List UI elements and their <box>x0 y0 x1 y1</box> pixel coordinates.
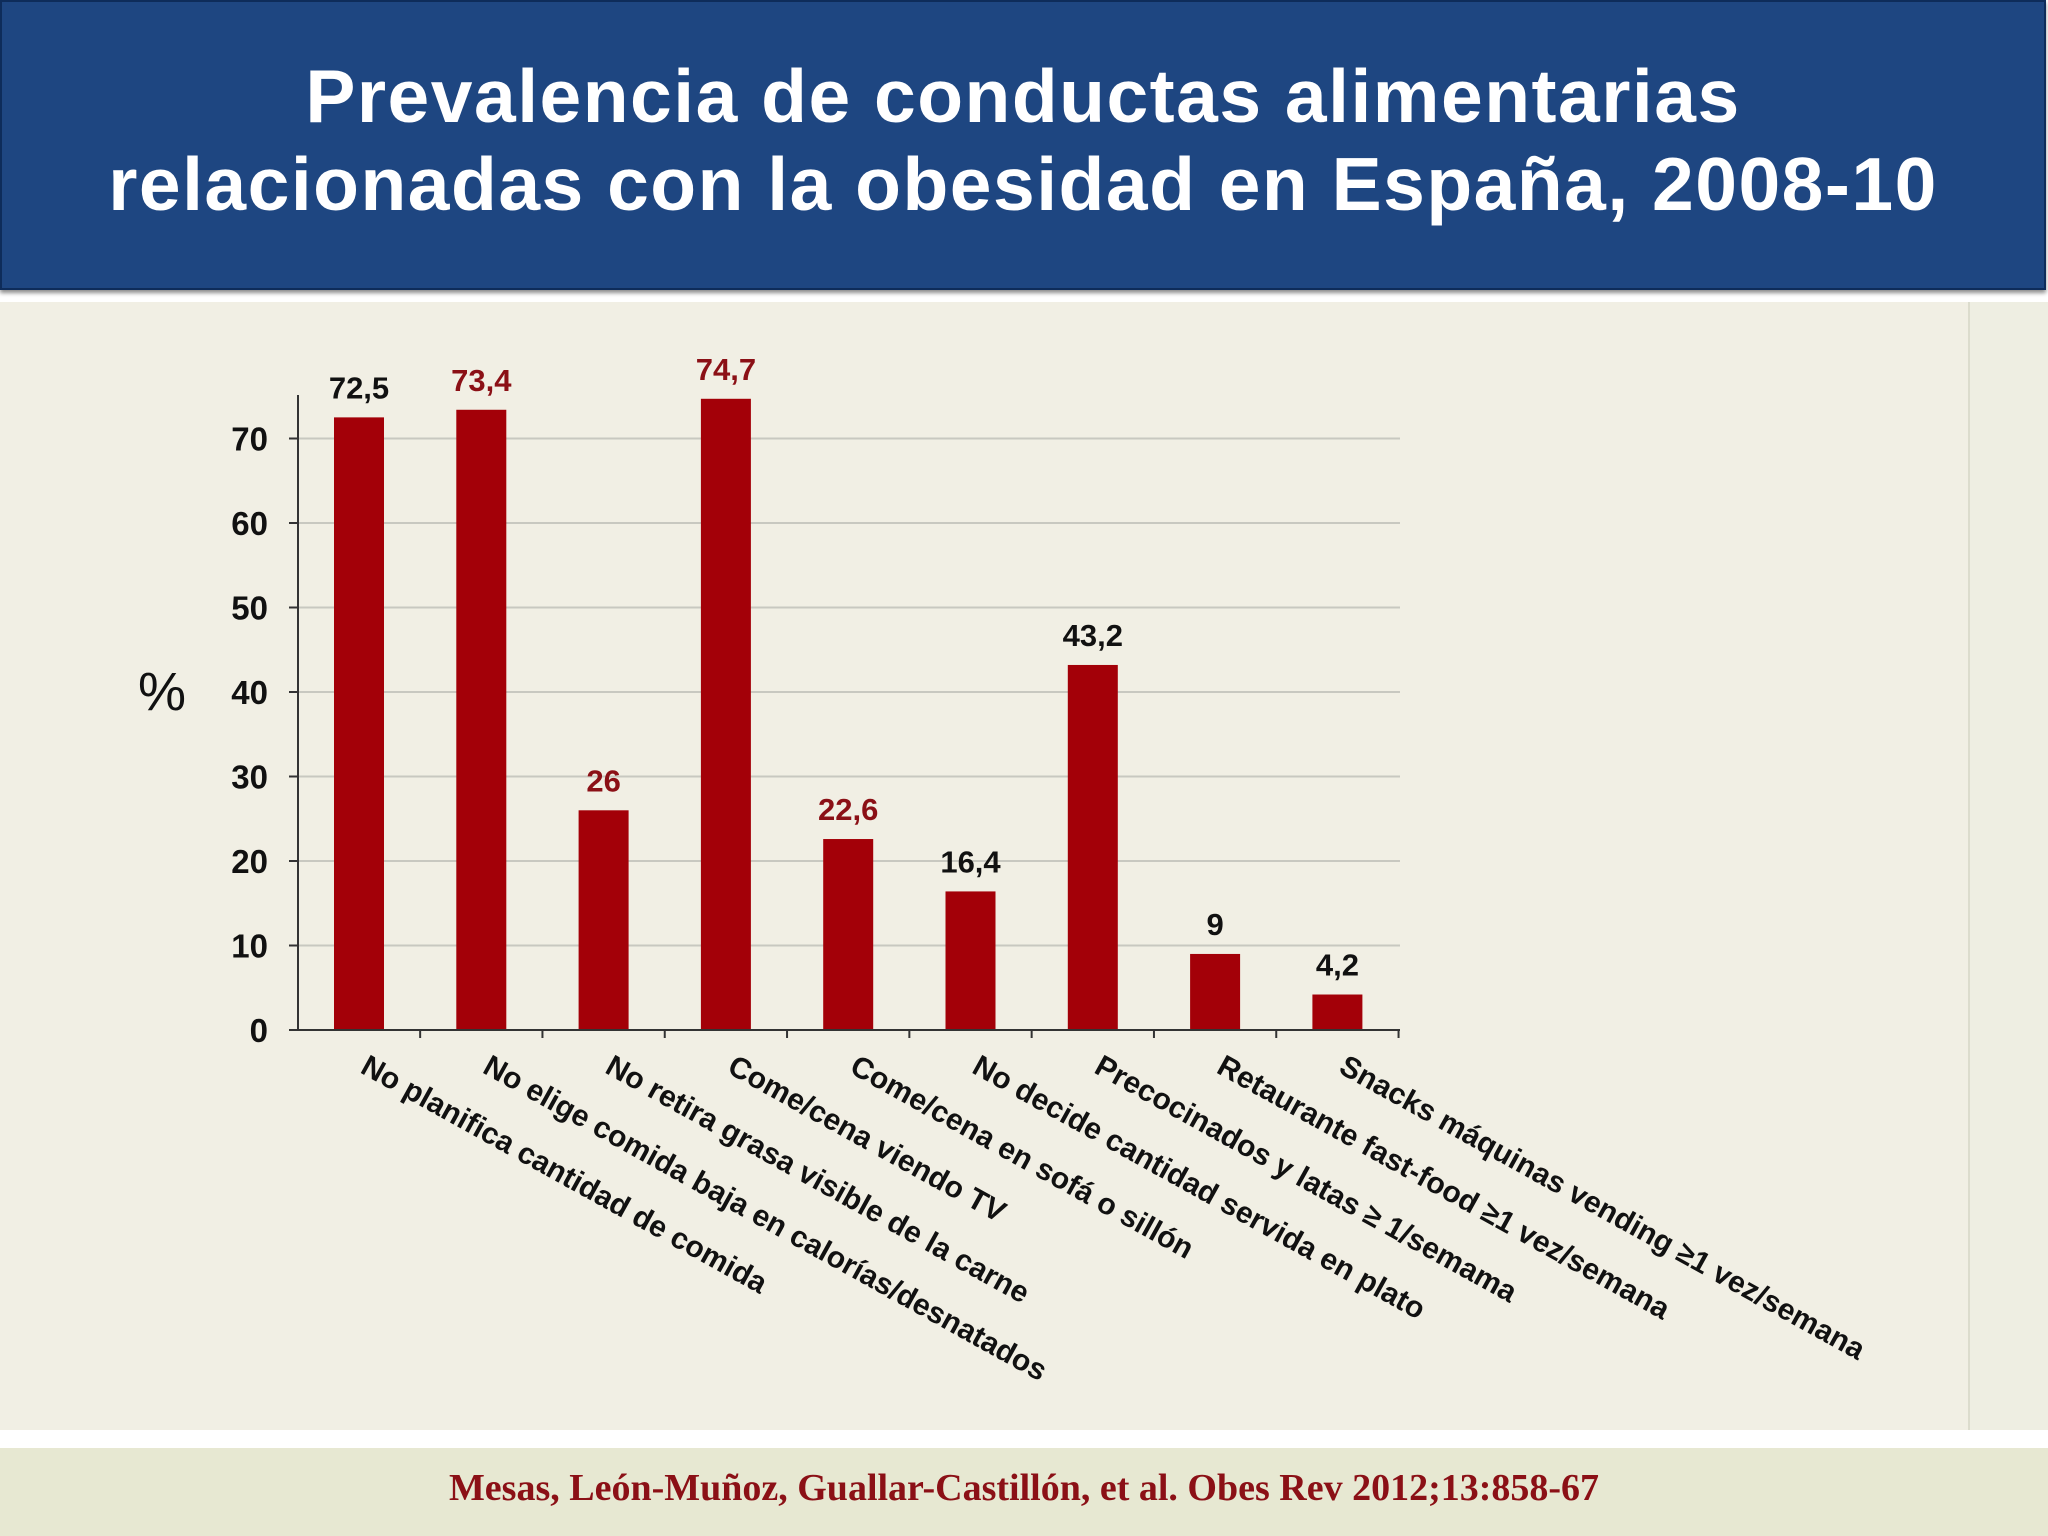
slide-title: Prevalencia de conductas alimentarias re… <box>0 52 2046 228</box>
bar <box>945 891 996 1030</box>
data-label: 16,4 <box>940 844 1001 879</box>
chart-panel <box>0 302 1968 1430</box>
data-label: 43,2 <box>1063 618 1123 653</box>
y-axis-label: % <box>138 662 186 722</box>
data-label: 72,5 <box>329 370 389 405</box>
y-tick-label: 30 <box>231 759 268 796</box>
data-label: 4,2 <box>1316 948 1359 983</box>
bar <box>1067 664 1118 1030</box>
category-label: Retaurante fast-food ≥1 vez/semana <box>1212 1049 1676 1326</box>
bar <box>578 810 629 1030</box>
bar <box>1190 953 1241 1030</box>
citation: Mesas, León-Muñoz, Guallar-Castillón, et… <box>448 1467 1600 1509</box>
data-label: 74,7 <box>696 352 756 387</box>
bar <box>456 409 507 1030</box>
y-tick-label: 70 <box>231 421 268 458</box>
y-tick-label: 10 <box>231 928 268 965</box>
y-tick-label: 60 <box>231 505 268 542</box>
data-label: 26 <box>586 763 620 798</box>
data-label: 73,4 <box>451 363 512 398</box>
bar <box>334 417 384 1030</box>
data-label: 9 <box>1206 907 1223 942</box>
y-tick-label: 20 <box>231 843 268 880</box>
y-tick-label: 50 <box>231 590 268 627</box>
side-strip <box>1968 302 2048 1430</box>
bar <box>1312 994 1363 1030</box>
slide-title-line-1: Prevalencia de conductas alimentarias <box>305 54 1741 138</box>
bar <box>823 839 874 1030</box>
bar <box>700 398 751 1030</box>
y-tick-label: 0 <box>250 1012 268 1049</box>
bar-chart: 0 10 20 30 40 50 60 70 72,5 73,4 26 74,7 22,6 16,4 43… <box>138 352 1868 1388</box>
footer-band <box>0 1448 2048 1536</box>
data-label: 22,6 <box>818 792 878 827</box>
slide-title-line-2: relacionadas con la obesidad en España, … <box>108 142 1938 226</box>
y-tick-label: 40 <box>231 674 268 711</box>
title-banner <box>0 0 2046 290</box>
